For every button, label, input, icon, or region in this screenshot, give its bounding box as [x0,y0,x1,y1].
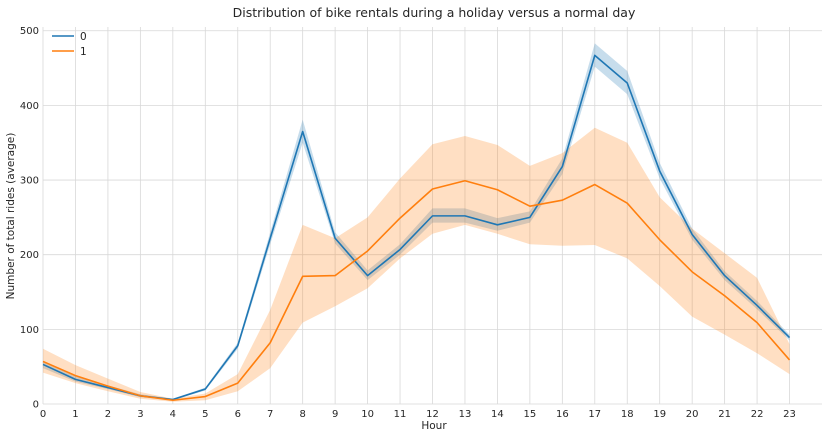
x-tick-label: 16 [556,409,569,420]
x-tick-label: 8 [299,409,305,420]
x-tick-label: 1 [72,409,78,420]
x-tick-label: 2 [105,409,111,420]
series-line-1 [42,179,791,402]
x-tick-label: 13 [459,409,472,420]
x-tick-label: 12 [426,409,439,420]
legend-label-1: 1 [80,46,87,58]
y-tick-label: 0 [33,400,39,411]
confidence-bands [43,43,790,402]
y-tick-label: 200 [20,250,39,261]
x-tick-label: 4 [170,409,176,420]
x-tick-label: 17 [588,409,601,420]
x-axis-label: Hour [421,420,447,432]
x-tick-label: 3 [137,409,143,420]
x-tick-label: 15 [524,409,537,420]
x-tick-label: 21 [718,409,731,420]
x-tick-label: 20 [686,409,699,420]
x-tick-label: 9 [332,409,338,420]
confidence-band-series-1 [43,127,790,402]
y-axis-label: Number of total rides (average) [5,133,17,300]
y-tick-label: 500 [20,26,39,37]
x-tick-label: 18 [621,409,634,420]
x-tick-label: 14 [491,409,504,420]
x-tick-label: 10 [361,409,374,420]
x-tick-label: 22 [751,409,764,420]
legend: 0 1 [52,31,87,58]
x-tick-label: 23 [783,409,796,420]
chart-title: Distribution of bike rentals during a ho… [233,5,636,20]
x-tick-label: 7 [267,409,273,420]
series-lines [42,54,791,402]
x-tick-label: 5 [202,409,208,420]
x-tick-label: 11 [394,409,407,420]
x-tick-label: 0 [40,409,46,420]
legend-label-0: 0 [80,31,87,43]
x-tick-label: 19 [653,409,666,420]
y-tick-label: 300 [20,176,39,187]
x-tick-label: 6 [235,409,241,420]
y-tick-label: 100 [20,325,39,336]
tick-labels: 0 1 2 3 4 5 6 7 8 9 10 11 12 13 14 15 16 17 18 19 20 21 22 2301… [20,26,796,420]
y-tick-label: 400 [20,101,39,112]
